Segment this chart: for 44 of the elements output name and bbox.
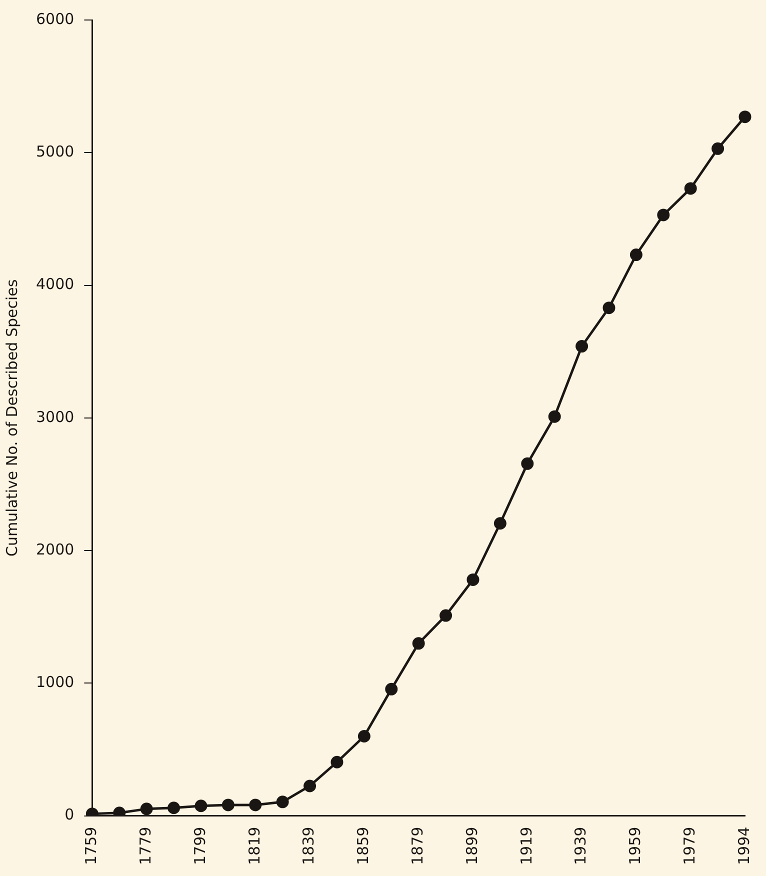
- point: [168, 802, 180, 814]
- point: [657, 208, 670, 222]
- point: [494, 517, 506, 530]
- point: [249, 798, 262, 812]
- point: [738, 110, 752, 124]
- point: [576, 340, 588, 353]
- point: [712, 142, 724, 155]
- y-tick-label: 1000: [36, 673, 74, 692]
- point: [440, 609, 452, 622]
- point: [548, 410, 561, 423]
- x-tick-label: 1939: [572, 826, 590, 866]
- x-tick-label: 1994: [734, 826, 753, 866]
- point: [385, 682, 398, 696]
- point: [358, 730, 370, 742]
- point: [521, 457, 534, 470]
- y-tick-label: 0: [64, 806, 74, 824]
- y-tick-label: 3000: [36, 408, 74, 426]
- x-tick-label: 1759: [82, 826, 100, 866]
- y-tick-label: 4000: [36, 275, 74, 294]
- x-tick-label: 1799: [190, 826, 209, 866]
- point: [466, 573, 480, 586]
- y-tick-label: 6000: [36, 10, 74, 28]
- point: [630, 248, 642, 262]
- y-tick-label: 2000: [36, 540, 74, 558]
- point: [330, 756, 344, 768]
- point: [412, 637, 425, 650]
- y-axis-title: Cumulative No. of Described Species: [2, 279, 21, 557]
- y-tick-label: 5000: [36, 142, 74, 161]
- x-tick-label: 1979: [680, 826, 698, 866]
- x-tick-label: 1859: [354, 826, 372, 866]
- x-tick-label: 1819: [245, 826, 264, 866]
- point: [194, 800, 208, 812]
- x-tick-label: 1779: [136, 826, 154, 866]
- point: [140, 802, 153, 816]
- x-tick-label: 1899: [462, 826, 481, 866]
- x-tick-label: 1879: [408, 826, 426, 866]
- point: [222, 798, 234, 812]
- point: [684, 182, 697, 195]
- x-tick-label: 1959: [626, 826, 644, 866]
- point: [276, 796, 289, 808]
- point: [304, 780, 316, 792]
- point: [602, 302, 616, 314]
- x-tick-label: 1839: [300, 826, 318, 866]
- x-tick-label: 1919: [517, 826, 536, 866]
